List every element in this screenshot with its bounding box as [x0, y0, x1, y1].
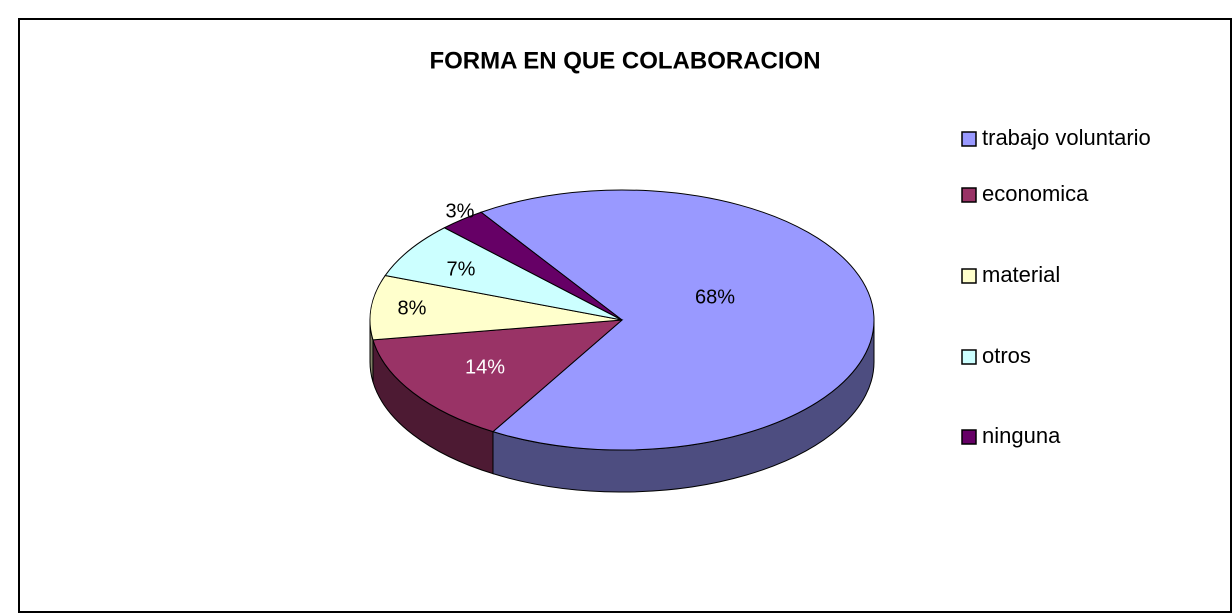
data-label: 68% — [695, 286, 735, 308]
pie-slice — [480, 189, 875, 451]
pie-slice — [369, 274, 623, 341]
legend-swatch — [961, 349, 977, 365]
pie-slice — [372, 319, 624, 433]
legend-label: material — [982, 262, 1060, 287]
legend-swatch — [961, 187, 977, 203]
pie-slice — [443, 211, 623, 321]
data-label: 14% — [465, 356, 505, 378]
legend-swatch — [961, 429, 977, 445]
legend-label: trabajo voluntario — [982, 125, 1151, 150]
pie-slice — [384, 227, 623, 321]
legend-swatch — [961, 131, 977, 147]
legend-label: economica — [982, 181, 1089, 206]
legend-label: ninguna — [982, 423, 1061, 448]
legend-label: otros — [982, 343, 1031, 368]
data-label: 3% — [446, 200, 475, 222]
data-label: 7% — [447, 258, 476, 280]
data-label: 8% — [398, 297, 427, 319]
legend-swatch — [961, 268, 977, 284]
chart-title: FORMA EN QUE COLABORACION — [429, 47, 820, 74]
